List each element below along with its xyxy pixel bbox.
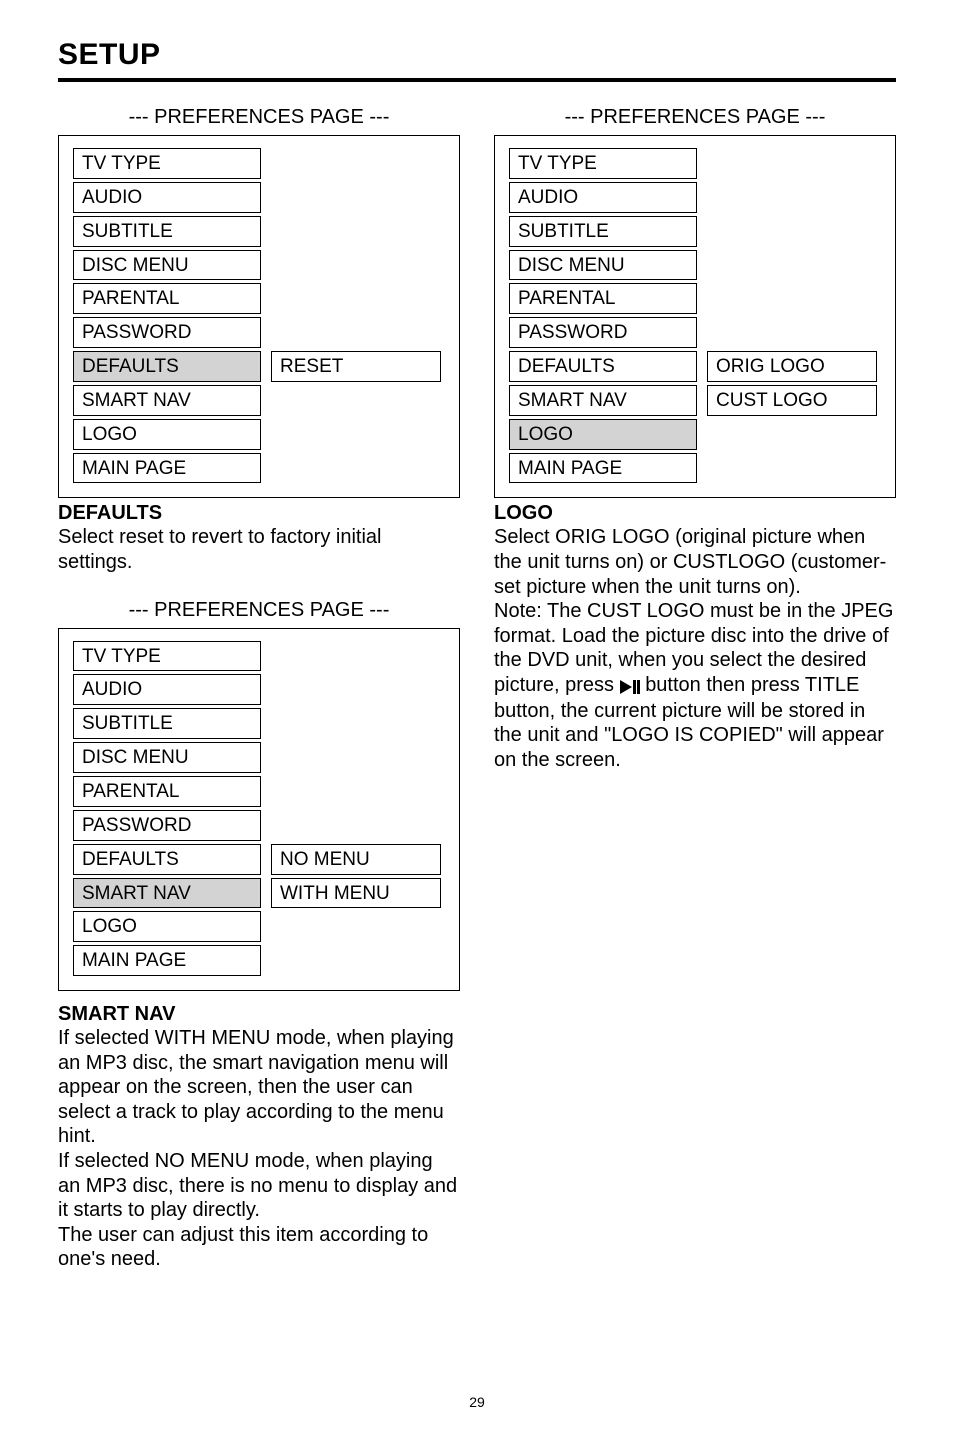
- menu-item-password[interactable]: PASSWORD: [73, 317, 261, 348]
- menu-item-main-page[interactable]: MAIN PAGE: [509, 453, 697, 484]
- menu-item-main-page[interactable]: MAIN PAGE: [73, 453, 261, 484]
- menu-option-cust-logo[interactable]: CUST LOGO: [707, 385, 877, 416]
- menu-item-parental[interactable]: PARENTAL: [73, 283, 261, 314]
- menu-title: --- PREFERENCES PAGE ---: [58, 599, 460, 622]
- section-body-smart-nav: If selected WITH MENU mode, when playing…: [58, 1026, 460, 1272]
- menu-item-defaults[interactable]: DEFAULTS: [73, 844, 261, 875]
- menu-item-subtitle[interactable]: SUBTITLE: [73, 708, 261, 739]
- menu-box-logo: TV TYPE AUDIO SUBTITLE DISC MENU PARENTA…: [494, 135, 896, 498]
- menu-item-parental[interactable]: PARENTAL: [73, 776, 261, 807]
- menu-item-password[interactable]: PASSWORD: [73, 810, 261, 841]
- play-pause-icon: [620, 674, 640, 699]
- page-number: 29: [0, 1394, 954, 1410]
- menu-item-defaults[interactable]: DEFAULTS: [73, 351, 261, 382]
- menu-item-audio[interactable]: AUDIO: [73, 674, 261, 705]
- menu-item-parental[interactable]: PARENTAL: [509, 283, 697, 314]
- menu-item-smart-nav[interactable]: SMART NAV: [73, 878, 261, 909]
- section-head-logo: LOGO: [494, 502, 896, 525]
- menu-item-audio[interactable]: AUDIO: [509, 182, 697, 213]
- right-column: --- PREFERENCES PAGE --- TV TYPE AUDIO S…: [494, 106, 896, 1272]
- menu-option-with-menu[interactable]: WITH MENU: [271, 878, 441, 909]
- menu-box-defaults: TV TYPE AUDIO SUBTITLE DISC MENU PARENTA…: [58, 135, 460, 498]
- menu-item-subtitle[interactable]: SUBTITLE: [509, 216, 697, 247]
- menu-option-no-menu[interactable]: NO MENU: [271, 844, 441, 875]
- menu-item-tv-type[interactable]: TV TYPE: [509, 148, 697, 179]
- menu-item-tv-type[interactable]: TV TYPE: [73, 148, 261, 179]
- menu-item-defaults[interactable]: DEFAULTS: [509, 351, 697, 382]
- section-body-logo: Select ORIG LOGO (original picture when …: [494, 525, 896, 772]
- left-column: --- PREFERENCES PAGE --- TV TYPE AUDIO S…: [58, 106, 460, 1272]
- menu-item-smart-nav[interactable]: SMART NAV: [509, 385, 697, 416]
- menu-box-smart-nav: TV TYPE AUDIO SUBTITLE DISC MENU PARENTA…: [58, 628, 460, 991]
- menu-item-smart-nav[interactable]: SMART NAV: [73, 385, 261, 416]
- menu-item-password[interactable]: PASSWORD: [509, 317, 697, 348]
- menu-item-audio[interactable]: AUDIO: [73, 182, 261, 213]
- menu-item-tv-type[interactable]: TV TYPE: [73, 641, 261, 672]
- menu-option-orig-logo[interactable]: ORIG LOGO: [707, 351, 877, 382]
- section-head-smart-nav: SMART NAV: [58, 1003, 460, 1026]
- page-title: SETUP: [58, 38, 896, 72]
- menu-title: --- PREFERENCES PAGE ---: [494, 106, 896, 129]
- menu-option-reset[interactable]: RESET: [271, 351, 441, 382]
- title-rule: [58, 78, 896, 82]
- menu-item-disc-menu[interactable]: DISC MENU: [73, 250, 261, 281]
- menu-item-subtitle[interactable]: SUBTITLE: [73, 216, 261, 247]
- content: --- PREFERENCES PAGE --- TV TYPE AUDIO S…: [58, 106, 896, 1272]
- menu-item-logo[interactable]: LOGO: [73, 911, 261, 942]
- section-head-defaults: DEFAULTS: [58, 502, 460, 525]
- logo-body-1: Select ORIG LOGO (original picture when …: [494, 526, 886, 597]
- menu-item-logo[interactable]: LOGO: [509, 419, 697, 450]
- menu-item-logo[interactable]: LOGO: [73, 419, 261, 450]
- menu-item-disc-menu[interactable]: DISC MENU: [73, 742, 261, 773]
- section-body-defaults: Select reset to revert to factory initia…: [58, 525, 460, 574]
- menu-title: --- PREFERENCES PAGE ---: [58, 106, 460, 129]
- menu-item-main-page[interactable]: MAIN PAGE: [73, 945, 261, 976]
- menu-item-disc-menu[interactable]: DISC MENU: [509, 250, 697, 281]
